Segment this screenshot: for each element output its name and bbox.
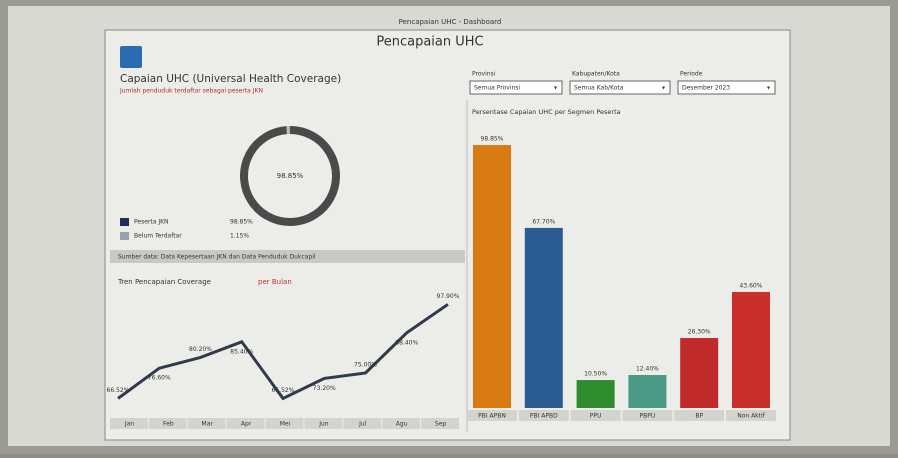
bar-value-label: 67.70%	[532, 218, 555, 225]
legend-swatch	[120, 232, 129, 240]
category-label: Apr	[241, 421, 252, 428]
point-label: 97.90%	[437, 293, 460, 300]
line-title: Tren Pencapaian Coverage	[117, 278, 211, 286]
category-label: Jul	[358, 421, 367, 428]
heading: Capaian UHC (Universal Health Coverage)	[120, 73, 341, 85]
bar-value-label: 43.60%	[740, 283, 763, 290]
category-label: Feb	[163, 421, 174, 428]
filter-label: Provinsi	[472, 71, 496, 78]
category-label: PBI APBN	[478, 413, 506, 420]
category-label: Sep	[435, 421, 447, 428]
category-label: PBPU	[640, 413, 656, 420]
category-label: BP	[695, 413, 703, 420]
bar	[525, 228, 563, 408]
bar-value-label: 26.30%	[688, 329, 711, 336]
donut-center-label: 98.85%	[277, 172, 304, 180]
strip-text: Sumber data: Data Kepesertaan JKN dan Da…	[118, 254, 316, 261]
filter-value: Semua Kab/Kota	[574, 85, 624, 92]
bar	[628, 375, 666, 408]
category-label: Mar	[202, 421, 214, 428]
point-label: 66.52%	[107, 387, 130, 394]
category-label: Mei	[280, 421, 291, 428]
point-label: 88.40%	[395, 339, 418, 346]
dropdown-arrow: ▾	[662, 85, 665, 92]
dropdown-arrow: ▾	[554, 85, 557, 92]
point-label: 76.60%	[148, 375, 171, 382]
bar	[473, 145, 511, 408]
point-label: 85.40%	[230, 348, 253, 355]
point-label: 80.20%	[189, 346, 212, 353]
point-label: 66.52%	[272, 387, 295, 394]
bar-value-label: 98.85%	[481, 136, 504, 143]
legend-label: Peserta JKN	[134, 219, 169, 226]
filter-value: Desember 2023	[682, 85, 730, 92]
category-label: PBI APBD	[530, 413, 558, 420]
category-label: Jun	[318, 421, 329, 428]
legend-label: Belum Terdaftar	[134, 233, 182, 240]
dropdown-arrow: ▾	[767, 85, 770, 92]
bar	[732, 292, 770, 408]
legend-value: 98.85%	[230, 219, 253, 226]
page-title: Pencapaian UHC	[376, 35, 483, 50]
category-label: Jan	[124, 421, 134, 428]
filter-label: Periode	[680, 71, 703, 78]
filter-value: Semua Provinsi	[474, 85, 520, 92]
category-label: Non Aktif	[737, 413, 765, 420]
logo	[120, 46, 142, 68]
category-label: PPU	[590, 413, 602, 420]
category-label: Agu	[396, 421, 408, 428]
point-label: 75.00%	[354, 362, 377, 369]
bar-value-label: 10.50%	[584, 371, 607, 378]
bar	[577, 380, 615, 408]
legend-value: 1.15%	[230, 233, 249, 240]
line-title-highlight: per Bulan	[258, 278, 292, 286]
bar	[680, 338, 718, 408]
window-title: Pencapaian UHC - Dashboard	[399, 18, 502, 26]
legend-swatch	[120, 218, 129, 226]
subheading: Jumlah penduduk terdaftar sebagai pesert…	[119, 88, 263, 95]
filter-label: Kabupaten/Kota	[572, 71, 620, 78]
bar-value-label: 12.40%	[636, 366, 659, 373]
bar-title: Persentase Capaian UHC per Segmen Pesert…	[472, 108, 621, 116]
point-label: 73.20%	[313, 385, 336, 392]
